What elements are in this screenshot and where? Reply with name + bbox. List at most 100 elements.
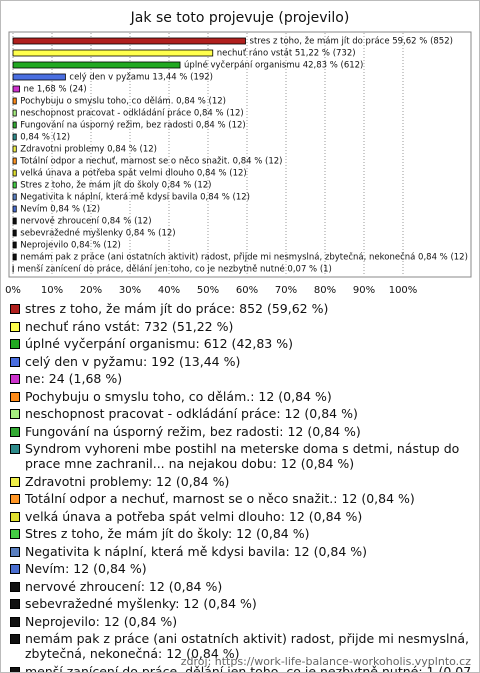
legend-item: neschopnost pracovat - odkládání práce: … — [10, 406, 472, 421]
source: zdroj: https://work-life-balance-workoho… — [180, 655, 471, 668]
x-tick-label: 10% — [41, 285, 63, 296]
bar — [12, 61, 181, 69]
value-label: úplné vyčerpání organismu 42,83 % (612) — [184, 60, 363, 71]
legend-item: Zdravotni problemy: 12 (0,84 %) — [10, 474, 472, 489]
value-label: neschopnost pracovat - odkládání práce 0… — [20, 109, 243, 119]
legend-label: Stres z toho, že mám jít do školy: 12 (0… — [25, 526, 310, 541]
value-label: nechuť ráno vstát 51,22 % (732) — [217, 49, 356, 59]
legend-label: sebevražedné myšlenky: 12 (0,84 %) — [25, 596, 257, 611]
legend-swatch — [10, 356, 20, 367]
legend-label: Negativita k náplní, která mě kdysi bavi… — [25, 543, 368, 559]
x-tick-label: 60% — [236, 285, 258, 296]
legend-label: velká únava a potřeba spát velmi dlouho:… — [25, 508, 363, 524]
bar — [12, 241, 17, 249]
bar — [12, 49, 214, 57]
value-label: Neprojevilo 0,84 % (12) — [20, 241, 121, 251]
legend-label: stres z toho, že mám jít do práce: 852 (… — [25, 301, 329, 316]
legend-swatch — [10, 666, 20, 672]
legend-label: menší zanícení do práce, dělání jen toho… — [25, 663, 472, 673]
legend-item: Pochybuju o smyslu toho, co dělám.: 12 (… — [10, 389, 472, 404]
x-tick-label: 90% — [353, 285, 375, 296]
legend-swatch — [10, 339, 20, 349]
value-label: Negativita k náplní, která mě kdysi bavi… — [20, 193, 250, 203]
x-tick-label: 80% — [314, 285, 336, 296]
legend-label: nechuť ráno vstát: 732 (51,22 %) — [25, 318, 234, 334]
legend-label: celý den v pyžamu: 192 (13,44 %) — [25, 353, 241, 369]
legend-swatch — [10, 616, 20, 627]
legend-label: úplné vyčerpání organismu: 612 (42,83 %) — [25, 336, 293, 351]
legend-swatch — [10, 564, 20, 574]
bar — [12, 133, 17, 141]
legend-swatch — [10, 321, 20, 332]
x-tick-label: 70% — [275, 285, 297, 296]
legend-label: ne: 24 (1,68 %) — [25, 371, 123, 386]
x-tick-label: 40% — [158, 285, 180, 296]
legend-item: Negativita k náplní, která mě kdysi bavi… — [10, 544, 472, 559]
value-label: Stres z toho, že mám jít do školy 0,84 %… — [20, 180, 211, 191]
legend-label: Nevím: 12 (0,84 %) — [25, 561, 147, 576]
bar — [12, 181, 17, 189]
legend-item: Neprojevilo: 12 (0,84 %) — [10, 614, 472, 629]
legend-label: Syndrom vyhoreni mbe postihl na meterske… — [25, 441, 460, 471]
legend-item: Stres z toho, že mám jít do školy: 12 (0… — [10, 526, 472, 541]
legend-swatch — [10, 546, 20, 557]
bar — [12, 253, 17, 261]
legend-label: Fungování na úsporný režim, bez radosti:… — [25, 423, 361, 439]
legend-item: celý den v pyžamu: 192 (13,44 %) — [10, 354, 472, 369]
legend-swatch — [10, 529, 20, 539]
value-label: celý den v pyžamu 13,44 % (192) — [69, 73, 213, 83]
bar — [12, 205, 17, 213]
legend-swatch — [10, 304, 20, 314]
legend-item: Syndrom vyhoreni mbe postihl na meterske… — [10, 441, 472, 471]
x-tick-label: 30% — [119, 285, 141, 296]
legend-item: nechuť ráno vstát: 732 (51,22 %) — [10, 319, 472, 334]
legend-item: úplné vyčerpání organismu: 612 (42,83 %) — [10, 336, 472, 351]
plot-frame — [8, 31, 472, 278]
legend-label: Totální odpor a nechuť, marnost se o něc… — [25, 491, 415, 506]
chart: Jak se toto projevuje (projevilo) 0% 10% 2… — [5, 10, 472, 296]
legend-item: Fungování na úsporný režim, bez radosti:… — [10, 424, 472, 439]
x-tick-label: 50% — [197, 285, 219, 296]
legend-item: stres z toho, že mám jít do práce: 852 (… — [10, 301, 472, 316]
legend-item: Totální odpor a nechuť, marnost se o něc… — [10, 491, 472, 506]
value-label: Fungování na úsporný režim, bez radosti … — [20, 121, 245, 131]
bar — [12, 217, 17, 225]
bar — [12, 37, 246, 45]
legend-item: Nevím: 12 (0,84 %) — [10, 561, 472, 576]
bar — [12, 193, 17, 201]
legend-label: Neprojevilo: 12 (0,84 %) — [25, 613, 178, 629]
x-tick-label: 0% — [5, 285, 21, 296]
legend-swatch — [10, 634, 20, 644]
legend-item: ne: 24 (1,68 %) — [10, 371, 472, 386]
legend-swatch — [10, 599, 20, 609]
value-label: stres z toho, že mám jít do práce 59,62 … — [250, 37, 453, 47]
bar — [12, 97, 17, 105]
legend-item: sebevražedné myšlenky: 12 (0,84 %) — [10, 596, 472, 611]
legend-swatch — [10, 391, 20, 402]
value-label: 0,84 % (12) — [20, 133, 70, 143]
bar — [12, 145, 17, 153]
chart-title: Jak se toto projevuje (projevilo) — [130, 10, 350, 26]
legend: stres z toho, že mám jít do práce: 852 (… — [10, 301, 472, 673]
legend-swatch — [10, 409, 20, 419]
legend-item: nemám pak z práce (ani ostatních aktivit… — [10, 631, 472, 661]
bar — [12, 229, 17, 237]
bar — [12, 109, 17, 117]
bar — [12, 121, 17, 129]
value-label: nervové zhroucení 0,84 % (12) — [20, 216, 151, 227]
x-tick-label: 100% — [389, 285, 418, 296]
value-label: sebevražedné myšlenky 0,84 % (12) — [20, 228, 175, 239]
value-label: Pochybuju o smyslu toho, co dělám. 0,84 … — [20, 97, 226, 107]
legend-label: nervové zhroucení: 12 (0,84 %) — [25, 578, 223, 594]
legend-swatch — [10, 374, 20, 384]
legend-swatch — [10, 426, 20, 437]
legend-label: Zdravotni problemy: 12 (0,84 %) — [25, 473, 230, 489]
legend-label: Pochybuju o smyslu toho, co dělám.: 12 (… — [25, 388, 332, 404]
legend-label: nemám pak z práce (ani ostatních aktivit… — [25, 631, 470, 661]
legend-swatch — [10, 581, 20, 592]
legend-item: velká únava a potřeba spát velmi dlouho:… — [10, 509, 472, 524]
legend-swatch — [10, 444, 20, 454]
value-label: velká únava a potřeba spát velmi dlouho … — [20, 169, 246, 179]
legend-swatch — [10, 476, 20, 487]
